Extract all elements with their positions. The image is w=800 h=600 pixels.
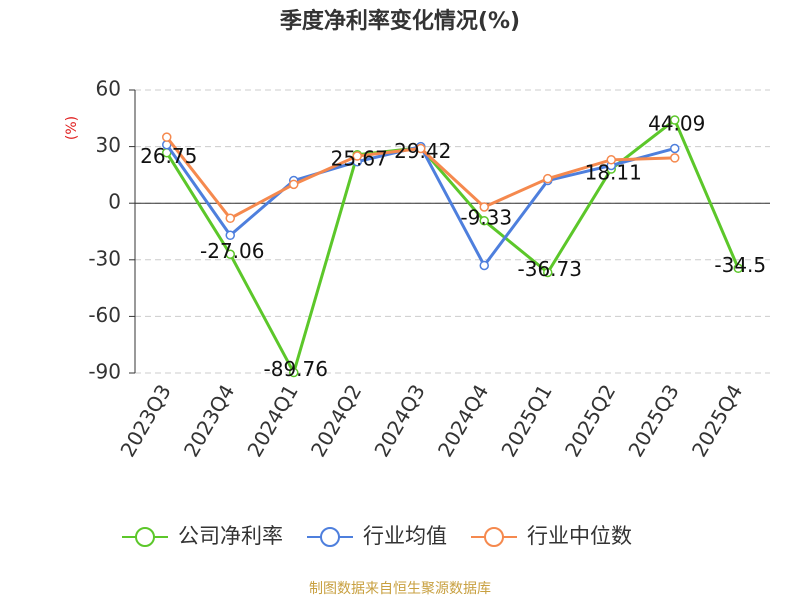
- x-tick-label: 2025Q2: [560, 380, 620, 461]
- y-tick-label: -60: [88, 303, 121, 327]
- legend-marker: [135, 527, 155, 547]
- series-line: [165, 117, 740, 377]
- x-tick-label: 2025Q3: [623, 380, 683, 461]
- data-label: -89.76: [264, 357, 328, 381]
- point: [162, 132, 172, 142]
- point: [479, 202, 489, 212]
- point: [543, 267, 553, 278]
- data-label: -36.73: [518, 257, 582, 281]
- point: [225, 230, 235, 241]
- point: [225, 213, 235, 224]
- data-label: 44.09: [648, 112, 705, 136]
- y-axis-label: (%): [64, 116, 80, 140]
- point: [289, 367, 299, 378]
- data-label: 25.67: [331, 146, 388, 170]
- point: [606, 155, 616, 165]
- data-label: 18.11: [585, 161, 642, 185]
- point: [225, 249, 235, 260]
- data-label: -34.5: [714, 253, 766, 277]
- legend-marker: [484, 527, 504, 547]
- point: [416, 143, 426, 154]
- data-label: 29.42: [394, 139, 451, 163]
- point: [543, 173, 553, 184]
- legend-label: 行业中位数: [527, 524, 632, 548]
- legend-label: 公司净利率: [178, 524, 283, 548]
- legend-marker: [320, 527, 340, 547]
- x-tick-label: 2023Q3: [115, 380, 175, 461]
- x-tick-label: 2024Q2: [306, 380, 366, 461]
- x-tick-label: 2023Q4: [179, 380, 239, 461]
- point: [670, 153, 680, 163]
- y-tick-label: 0: [108, 190, 121, 214]
- point: [479, 260, 489, 271]
- x-tick-label: 2025Q1: [496, 380, 556, 461]
- point: [352, 151, 362, 161]
- x-tick-label: 2024Q1: [242, 380, 302, 461]
- point: [670, 115, 680, 125]
- point: [733, 263, 743, 274]
- x-tick-label: 2024Q4: [433, 380, 493, 461]
- legend-label: 行业均值: [363, 524, 447, 548]
- data-label: 26.75: [140, 144, 197, 168]
- y-tick-label: -30: [88, 246, 121, 270]
- point: [670, 143, 680, 154]
- source-note: 制图数据来自恒生聚源数据库: [309, 581, 491, 597]
- y-tick-label: -90: [88, 360, 121, 384]
- y-tick-label: 30: [96, 133, 121, 157]
- y-tick-label: 60: [96, 77, 121, 101]
- data-label: -27.06: [200, 239, 264, 263]
- data-label: -9.33: [460, 205, 512, 229]
- x-tick-label: 2024Q3: [369, 380, 429, 461]
- chart-title: 季度净利率变化情况(%): [280, 8, 520, 34]
- point: [289, 179, 299, 190]
- x-tick-label: 2025Q4: [687, 380, 747, 461]
- point: [479, 216, 489, 226]
